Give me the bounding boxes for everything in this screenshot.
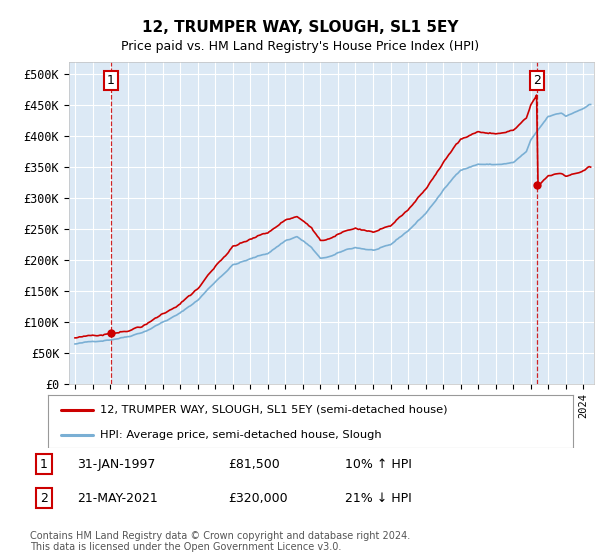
Text: Price paid vs. HM Land Registry's House Price Index (HPI): Price paid vs. HM Land Registry's House … bbox=[121, 40, 479, 53]
Text: 12, TRUMPER WAY, SLOUGH, SL1 5EY (semi-detached house): 12, TRUMPER WAY, SLOUGH, SL1 5EY (semi-d… bbox=[101, 405, 448, 415]
Text: 21-MAY-2021: 21-MAY-2021 bbox=[77, 492, 158, 505]
Text: 1: 1 bbox=[107, 74, 115, 87]
Text: £81,500: £81,500 bbox=[229, 458, 280, 470]
Text: Contains HM Land Registry data © Crown copyright and database right 2024.
This d: Contains HM Land Registry data © Crown c… bbox=[30, 531, 410, 553]
Text: 10% ↑ HPI: 10% ↑ HPI bbox=[344, 458, 412, 470]
Text: 1: 1 bbox=[40, 458, 48, 470]
Text: HPI: Average price, semi-detached house, Slough: HPI: Average price, semi-detached house,… bbox=[101, 430, 382, 440]
Text: 2: 2 bbox=[533, 74, 541, 87]
Text: 31-JAN-1997: 31-JAN-1997 bbox=[77, 458, 155, 470]
Text: 2: 2 bbox=[40, 492, 48, 505]
Text: 12, TRUMPER WAY, SLOUGH, SL1 5EY: 12, TRUMPER WAY, SLOUGH, SL1 5EY bbox=[142, 20, 458, 35]
Text: £320,000: £320,000 bbox=[229, 492, 289, 505]
Text: 21% ↓ HPI: 21% ↓ HPI bbox=[344, 492, 412, 505]
